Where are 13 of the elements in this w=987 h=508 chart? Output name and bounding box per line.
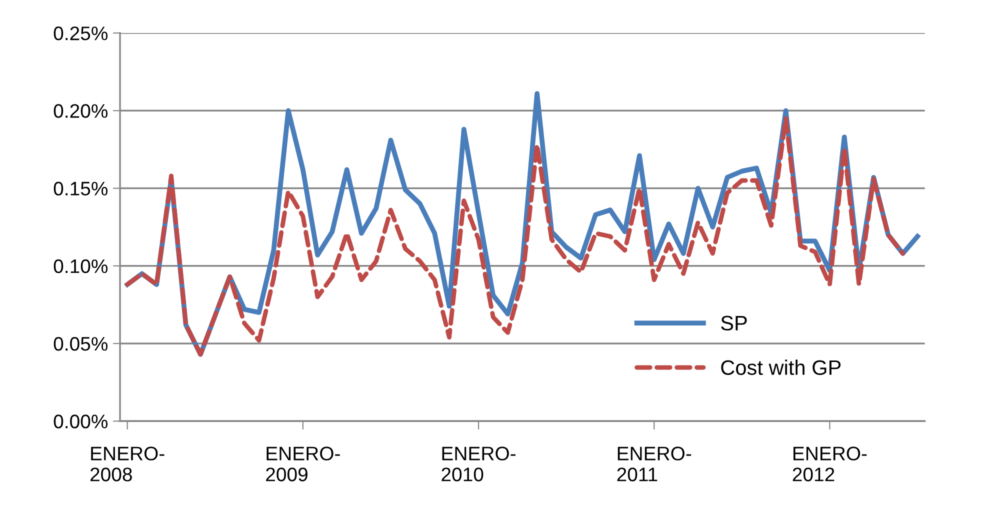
x-tick-label: ENERO- 2011 <box>617 446 692 482</box>
legend-label: Cost with GP <box>721 360 841 375</box>
y-tick-label: 0.15% <box>54 182 108 196</box>
y-tick-label: 0.00% <box>54 414 108 428</box>
x-tick-label: ENERO- 2008 <box>90 446 164 482</box>
x-tick-label: ENERO- 2012 <box>792 446 867 482</box>
x-tick-label: ENERO- 2009 <box>266 446 340 482</box>
x-tick-label: ENERO- 2010 <box>442 446 516 482</box>
y-tick-label: 0.20% <box>54 104 108 118</box>
y-tick-label: 0.05% <box>54 336 108 351</box>
legend-label: SP <box>721 316 747 331</box>
y-tick-label: 0.25% <box>54 26 108 40</box>
y-tick-label: 0.10% <box>54 259 108 274</box>
